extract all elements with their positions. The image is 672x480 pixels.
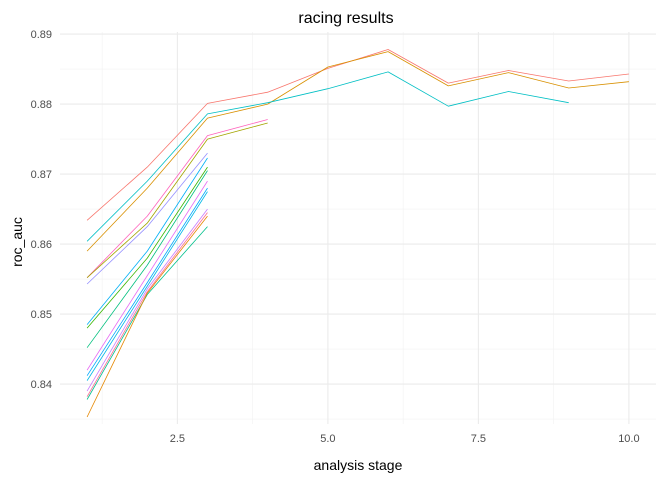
series-line-1	[86, 49, 629, 221]
x-tick-label: 10.0	[618, 433, 639, 445]
series-line-14	[86, 212, 208, 397]
y-tick-label: 0.86	[31, 239, 52, 251]
minor-gridlines	[60, 32, 656, 424]
series-line-4	[86, 119, 268, 278]
y-tick-label: 0.85	[31, 309, 52, 321]
series-line-9	[86, 170, 208, 348]
y-tick-label: 0.84	[31, 379, 52, 391]
x-tick-label: 2.5	[170, 433, 185, 445]
series-line-12	[86, 191, 208, 381]
series-line-15	[86, 226, 208, 400]
series-line-2	[86, 51, 629, 252]
series-layer	[86, 49, 629, 418]
y-tick-label: 0.87	[31, 169, 52, 181]
chart-title: racing results	[298, 10, 393, 27]
x-axis-ticks: 2.5 5.0 7.5 10.0	[170, 433, 640, 445]
series-line-6	[86, 152, 208, 285]
series-line-11	[86, 187, 208, 376]
x-tick-label: 7.5	[471, 433, 486, 445]
series-line-8	[86, 166, 208, 329]
series-line-13	[86, 208, 208, 392]
y-tick-label: 0.88	[31, 99, 52, 111]
series-line-7	[86, 157, 208, 325]
series-line-5	[86, 122, 268, 278]
series-line-10	[86, 180, 208, 371]
series-line-16	[86, 215, 208, 418]
series-line-3	[86, 71, 569, 242]
y-axis-title: roc_auc	[9, 217, 25, 267]
y-tick-label: 0.89	[31, 29, 52, 41]
x-axis-title: analysis stage	[314, 457, 403, 473]
major-gridlines	[60, 32, 656, 424]
y-axis-ticks: 0.84 0.85 0.86 0.87 0.88 0.89	[31, 29, 52, 391]
x-tick-label: 5.0	[320, 433, 335, 445]
